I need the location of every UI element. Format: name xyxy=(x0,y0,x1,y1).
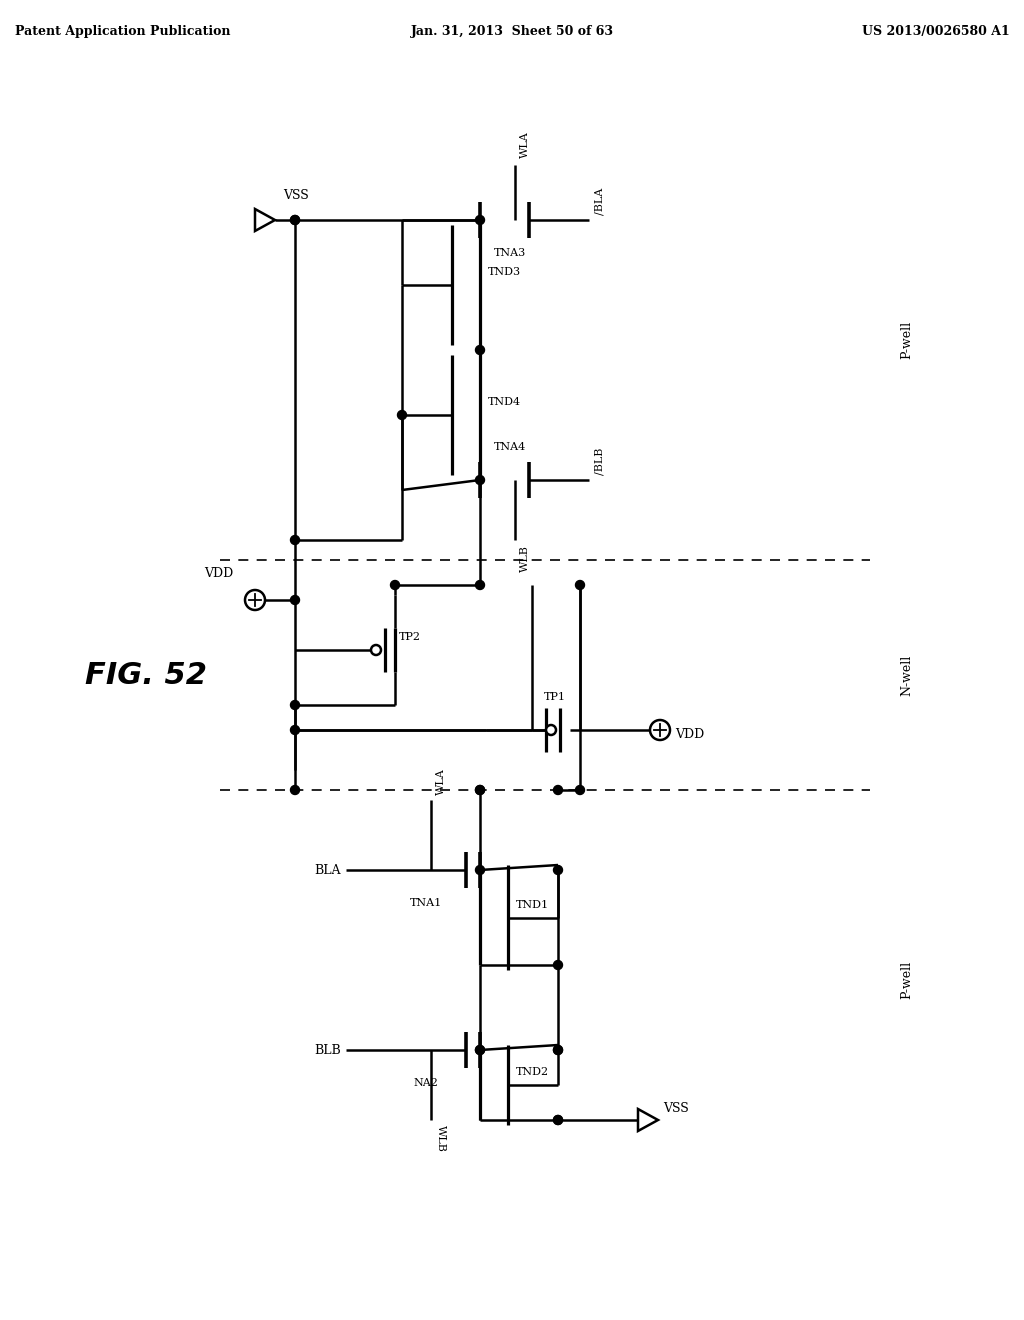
Text: TNA1: TNA1 xyxy=(410,898,442,908)
Text: BLB: BLB xyxy=(314,1044,341,1056)
Text: US 2013/0026580 A1: US 2013/0026580 A1 xyxy=(862,25,1010,38)
Text: P-well: P-well xyxy=(900,321,913,359)
Text: WLB: WLB xyxy=(520,545,530,572)
Circle shape xyxy=(291,215,299,224)
Circle shape xyxy=(546,725,556,735)
Text: /BLA: /BLA xyxy=(594,187,604,215)
Circle shape xyxy=(475,785,484,795)
Text: TNA3: TNA3 xyxy=(494,248,526,257)
Circle shape xyxy=(554,866,562,874)
Polygon shape xyxy=(638,1109,658,1131)
Circle shape xyxy=(650,719,670,741)
Circle shape xyxy=(475,1045,484,1055)
Circle shape xyxy=(475,475,484,484)
Text: VSS: VSS xyxy=(663,1102,689,1115)
Circle shape xyxy=(291,726,299,734)
Circle shape xyxy=(475,215,484,224)
Text: VDD: VDD xyxy=(675,729,705,742)
Circle shape xyxy=(291,536,299,544)
Text: TND1: TND1 xyxy=(516,900,549,909)
Circle shape xyxy=(575,581,585,590)
Text: TND4: TND4 xyxy=(488,397,521,407)
Text: WLB: WLB xyxy=(436,1125,446,1152)
Circle shape xyxy=(475,346,484,355)
Polygon shape xyxy=(255,209,275,231)
Circle shape xyxy=(554,1115,562,1125)
Text: WLA: WLA xyxy=(520,131,530,158)
Text: Jan. 31, 2013  Sheet 50 of 63: Jan. 31, 2013 Sheet 50 of 63 xyxy=(411,25,613,38)
Text: Patent Application Publication: Patent Application Publication xyxy=(15,25,230,38)
Circle shape xyxy=(554,1045,562,1055)
Circle shape xyxy=(554,1115,562,1125)
Text: VSS: VSS xyxy=(283,189,309,202)
Circle shape xyxy=(397,411,407,420)
Circle shape xyxy=(475,1045,484,1055)
Text: /BLB: /BLB xyxy=(594,447,604,475)
Text: TNA4: TNA4 xyxy=(494,442,526,451)
Circle shape xyxy=(291,215,299,224)
Circle shape xyxy=(554,961,562,969)
Circle shape xyxy=(371,645,381,655)
Text: TP1: TP1 xyxy=(544,692,566,702)
Circle shape xyxy=(291,785,299,795)
Circle shape xyxy=(575,785,585,795)
Text: P-well: P-well xyxy=(900,961,913,999)
Text: WLA: WLA xyxy=(436,768,446,795)
Circle shape xyxy=(475,785,484,795)
Circle shape xyxy=(554,1045,562,1055)
Text: NA2: NA2 xyxy=(414,1078,438,1088)
Text: BLA: BLA xyxy=(314,863,341,876)
Circle shape xyxy=(475,866,484,874)
Text: VDD: VDD xyxy=(204,568,233,579)
Text: TP2: TP2 xyxy=(399,632,421,642)
Text: TND3: TND3 xyxy=(488,267,521,277)
Circle shape xyxy=(291,595,299,605)
Circle shape xyxy=(390,581,399,590)
Circle shape xyxy=(554,785,562,795)
Text: N-well: N-well xyxy=(900,655,913,696)
Circle shape xyxy=(245,590,265,610)
Text: FIG. 52: FIG. 52 xyxy=(85,660,207,689)
Circle shape xyxy=(475,581,484,590)
Text: TND2: TND2 xyxy=(516,1067,549,1077)
Circle shape xyxy=(291,701,299,710)
